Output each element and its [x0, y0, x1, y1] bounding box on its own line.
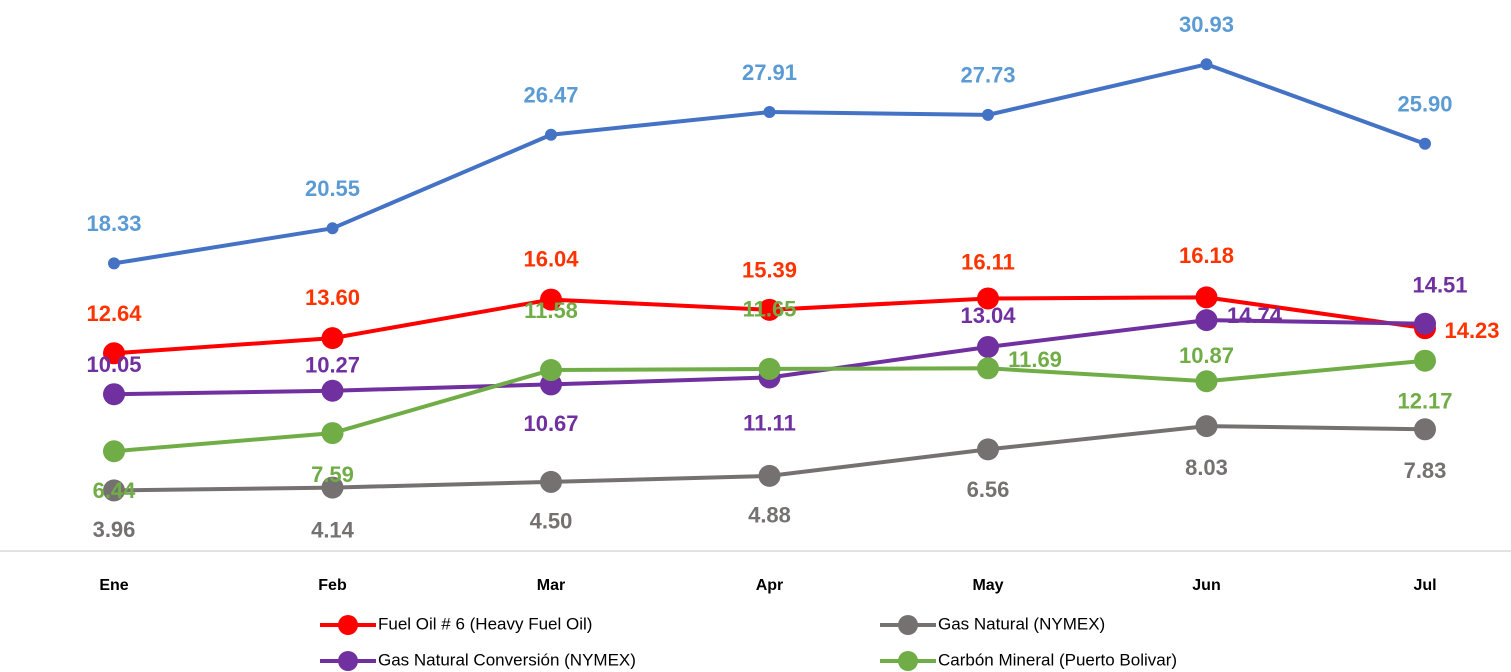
data-label: 11.11	[743, 410, 796, 435]
point-marker	[1414, 312, 1436, 335]
data-label: 16.11	[961, 249, 1015, 274]
x-tick-label: May	[972, 577, 1003, 594]
point-marker	[540, 359, 562, 382]
point-marker	[540, 470, 562, 493]
data-label: 27.73	[960, 63, 1015, 88]
point-marker	[321, 476, 344, 499]
data-label: 7.59	[311, 462, 354, 487]
data-label: 6.56	[967, 477, 1010, 502]
data-label: 12.64	[86, 301, 142, 326]
x-tick-label: Apr	[756, 577, 784, 594]
legend-label: Fuel Oil # 6 (Heavy Fuel Oil)	[378, 614, 592, 633]
data-label: 4.50	[530, 509, 573, 534]
point-marker	[982, 108, 994, 121]
data-label: 10.87	[1179, 343, 1234, 368]
point-marker	[1195, 415, 1218, 438]
point-marker	[103, 342, 125, 365]
point-marker	[321, 327, 344, 350]
legend-swatch-marker	[338, 615, 358, 635]
point-marker	[977, 357, 999, 380]
x-tick-label: Feb	[318, 577, 347, 594]
point-marker	[758, 357, 781, 380]
x-tick-label: Ene	[99, 577, 128, 594]
point-marker	[1195, 370, 1218, 393]
data-label: 10.27	[305, 353, 360, 378]
point-marker	[108, 257, 120, 270]
point-marker	[758, 464, 781, 487]
data-label: 8.03	[1185, 455, 1228, 480]
point-marker	[977, 438, 999, 461]
data-label: 26.47	[523, 83, 578, 108]
data-label: 27.91	[742, 60, 797, 85]
data-label: 3.96	[93, 517, 136, 542]
data-label: 4.88	[748, 503, 791, 528]
data-label: 14.51	[1412, 273, 1467, 298]
data-label: 14.74	[1227, 303, 1283, 328]
point-marker	[1195, 286, 1218, 309]
data-label: 13.04	[960, 303, 1016, 328]
data-label: 30.93	[1179, 12, 1234, 37]
point-marker	[540, 288, 562, 311]
point-marker	[1195, 309, 1218, 332]
legend-label: Gas Natural (NYMEX)	[938, 614, 1105, 633]
point-marker	[1414, 418, 1436, 441]
x-tick-label: Mar	[537, 577, 565, 594]
data-label: 14.23	[1444, 318, 1499, 343]
data-label: 16.18	[1179, 243, 1234, 268]
data-label: 13.60	[305, 285, 360, 310]
legend-label: Carbón Mineral (Puerto Bolivar)	[938, 650, 1177, 669]
data-label: 11.69	[1008, 347, 1062, 372]
point-marker	[326, 222, 339, 235]
data-label: 18.33	[86, 211, 141, 236]
legend-swatch-marker	[898, 615, 918, 635]
legend-swatch-marker	[898, 651, 918, 671]
point-marker	[103, 383, 125, 406]
data-label: 10.67	[523, 411, 578, 436]
data-label: 7.83	[1404, 458, 1447, 483]
point-marker	[1200, 58, 1213, 71]
data-label: 25.90	[1397, 92, 1452, 117]
legend-swatch-marker	[338, 651, 358, 671]
point-marker	[1419, 137, 1431, 150]
point-marker	[545, 128, 557, 141]
point-marker	[1414, 349, 1436, 372]
data-label: 16.04	[523, 246, 579, 271]
point-marker	[321, 422, 344, 445]
point-marker	[321, 379, 344, 402]
x-tick-label: Jul	[1413, 577, 1436, 594]
data-label: 10.05	[86, 352, 141, 377]
series-line	[113, 62, 1426, 266]
legend-label: Gas Natural Conversión (NYMEX)	[378, 650, 636, 669]
point-marker	[763, 106, 776, 119]
data-label: 4.14	[311, 517, 355, 542]
point-marker	[977, 287, 999, 310]
data-label: 20.55	[305, 176, 360, 201]
data-label: 12.17	[1397, 389, 1452, 414]
point-marker	[103, 479, 125, 502]
data-label: 11.58	[524, 298, 578, 323]
point-marker	[758, 298, 781, 321]
data-label: 15.39	[742, 258, 797, 283]
data-label: 6.44	[93, 478, 137, 503]
point-marker	[977, 335, 999, 358]
point-marker	[103, 440, 125, 463]
x-tick-label: Jun	[1192, 577, 1220, 594]
data-label: 11.65	[743, 297, 797, 322]
